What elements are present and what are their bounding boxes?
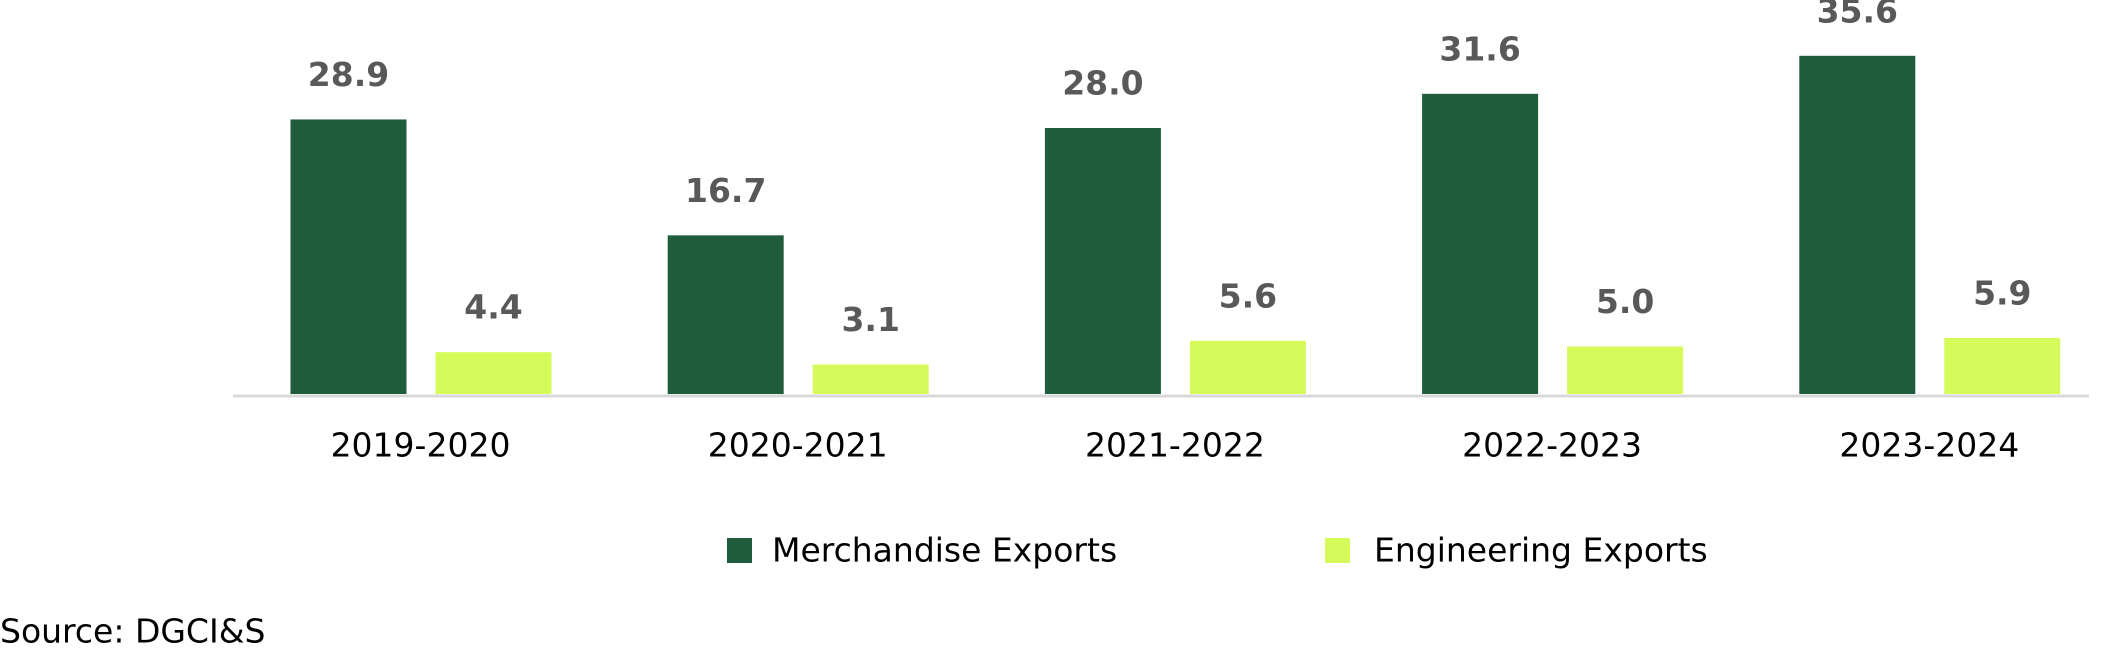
- value-label: 5.6: [1219, 276, 1277, 315]
- legend-label: Engineering Exports: [1374, 531, 1708, 570]
- x-tick-label: 2020-2021: [708, 426, 888, 465]
- value-label: 28.0: [1062, 64, 1143, 103]
- bar: [1567, 346, 1684, 394]
- value-label: 4.4: [464, 288, 522, 327]
- x-tick-label: 2021-2022: [1085, 426, 1265, 465]
- value-label: 28.9: [308, 55, 389, 94]
- legend-swatch: [727, 538, 752, 563]
- value-label: 31.6: [1439, 29, 1520, 68]
- bar: [1799, 55, 1916, 395]
- bar: [812, 364, 929, 394]
- legend-label: Merchandise Exports: [772, 531, 1117, 570]
- value-label: 5.0: [1596, 282, 1654, 321]
- legend-swatch: [1325, 538, 1350, 563]
- source-note: Source: DGCI&S: [0, 612, 265, 651]
- x-tick-label: 2022-2023: [1462, 426, 1642, 465]
- value-label: 16.7: [685, 171, 766, 210]
- bar: [1044, 128, 1161, 394]
- bar: [1189, 340, 1306, 394]
- value-label: 35.6: [1817, 0, 1898, 30]
- x-tick-label: 2019-2020: [331, 426, 511, 465]
- x-tick-label: 2023-2024: [1839, 426, 2019, 465]
- bar: [1422, 93, 1539, 395]
- value-label: 5.9: [1973, 273, 2031, 312]
- bar: [667, 235, 784, 394]
- bar: [1944, 337, 2061, 394]
- value-label: 3.1: [841, 300, 899, 339]
- bar: [290, 119, 407, 394]
- bar: [435, 352, 552, 394]
